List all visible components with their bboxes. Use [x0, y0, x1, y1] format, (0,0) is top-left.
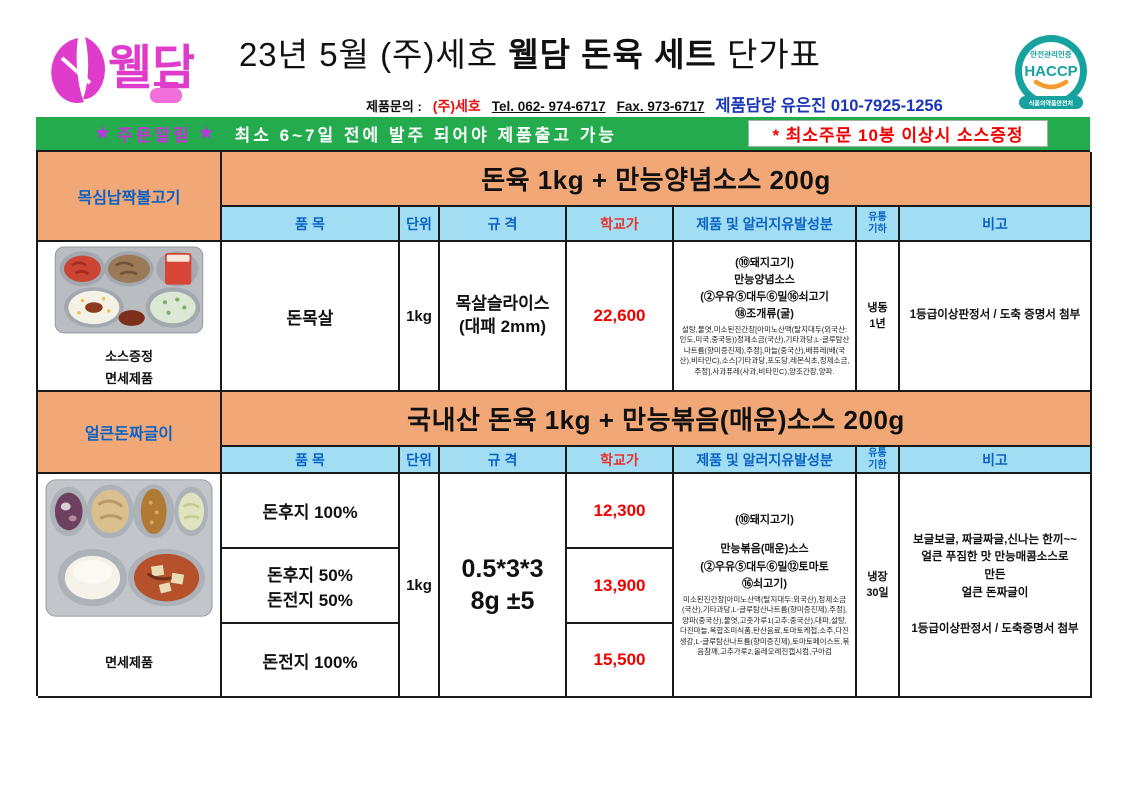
section2-school-price: 13,900: [567, 549, 674, 624]
section2-set-title: 국내산 돈육 1kg + 만능볶음(매운)소스 200g: [222, 392, 1092, 447]
col-header-unit: 단위: [400, 207, 440, 242]
col-header-shelf-life: 유통 기하: [857, 207, 900, 242]
page-title: 23년 5월 (주)세호 웰담 돈육 세트 단가표: [185, 28, 875, 76]
title-suffix: 단가표: [716, 36, 822, 73]
svg-text:웰담: 웰담: [108, 42, 194, 95]
star-icon: ★: [197, 123, 215, 144]
section2-school-price: 15,500: [567, 624, 674, 698]
contact-fax: Fax. 973-6717: [616, 99, 705, 114]
allergen-line: ⑱조개류(굴): [735, 307, 794, 320]
col-header-unit: 단위: [400, 447, 440, 474]
haccp-icon: 안전관리인증 HACCP 식품의약품안전처: [1015, 35, 1087, 109]
weldam-logo-icon: 웰담: [51, 37, 196, 103]
title-bold: 웰담 돈육 세트: [508, 36, 717, 73]
section1-set-title: 돈육 1kg + 만능양념소스 200g: [222, 152, 1092, 207]
section2-note: 보글보글, 짜글짜글,신나는 한끼~~ 얼큰 푸짐한 맛 만능매콤소스로 만든 …: [900, 474, 1092, 698]
svg-text:안전관리인증: 안전관리인증: [1030, 49, 1071, 59]
svg-text:HACCP: HACCP: [1024, 63, 1077, 80]
col-header-school-price: 학교가: [567, 447, 674, 474]
allergen-line: (⑩돼지고기): [735, 256, 794, 269]
contact-label: 제품문의 :: [366, 99, 422, 114]
section2-unit: 1kg: [400, 474, 440, 698]
svg-text:식품의약품안전처: 식품의약품안전처: [1029, 100, 1073, 108]
section1-allergen-cell: (⑩돼지고기) 만능양념소스 (②우유⑤대두⑥밀⑯쇠고기 ⑱조개류(굴) 설탕,…: [674, 242, 857, 392]
star-icon: ★: [94, 123, 112, 144]
title-prefix: 23년 5월 (주)세호: [238, 36, 509, 73]
col-header-note: 비고: [900, 207, 1092, 242]
allergen-line: 만능볶음(매운)소스: [720, 543, 809, 556]
col-header-allergen: 제품 및 알러지유발성분: [674, 207, 857, 242]
order-notice-label: 주문알림: [117, 126, 192, 145]
section2-spec: 0.5*3*3 8g ±5: [440, 474, 567, 698]
company-logo: 웰담: [42, 28, 196, 119]
col-header-shelf-life: 유통 기한: [857, 447, 900, 474]
section1-note: 1등급이상판정서 / 도축 증명서 첨부: [900, 242, 1092, 392]
allergen-line: ⑯쇠고기): [741, 577, 788, 590]
allergen-line: (②우유⑤대두⑥밀⑫토마토: [700, 560, 829, 573]
logo-badge: [150, 88, 182, 103]
allergen-line: (⑩돼지고기): [735, 514, 794, 527]
col-header-school-price: 학교가: [567, 207, 674, 242]
section1-item: 돈목살: [222, 242, 400, 392]
col-header-item: 품 목: [222, 447, 400, 474]
section2-item: 돈후지 100%: [222, 474, 400, 549]
lunch-tray-photo: [54, 246, 204, 334]
allergen-detail: 설탕,물엿,미소된진간장[아미노산액(탈지대두(외국산:인도,미국,중국등))정…: [679, 324, 850, 376]
haccp-badge: 안전관리인증 HACCP 식품의약품안전처: [1012, 34, 1090, 119]
section2-photo-caption: 면세제품: [105, 655, 153, 670]
contact-line: 제품문의 : (주)세호 Tel. 062- 974-6717 Fax. 973…: [366, 92, 943, 116]
lunch-tray-photo: [45, 479, 213, 617]
section1-photo-caption: 소스증정 면세제품: [105, 348, 153, 386]
section2-photo-cell: 면세제품: [38, 474, 222, 698]
contact-company: (주)세호: [432, 98, 481, 114]
order-notice-banner: ★ 주문알림 ★ 최소 6~7일 전에 발주 되어야 제품출고 가능 * 최소주…: [36, 117, 1090, 150]
section1-spec: 목살슬라이스 (대패 2mm): [440, 242, 567, 392]
section2-item: 돈후지 50% 돈전지 50%: [222, 549, 400, 624]
section2-item: 돈전지 100%: [222, 624, 400, 698]
col-header-spec: 규 격: [440, 207, 567, 242]
contact-tel: Tel. 062- 974-6717: [491, 99, 606, 114]
col-header-spec: 규 격: [440, 447, 567, 474]
section1-school-price: 22,600: [567, 242, 674, 392]
price-table: 목심납짝불고기 돈육 1kg + 만능양념소스 200g 품 목 단위 규 격 …: [36, 150, 1092, 698]
section1-photo-cell: 소스증정 면세제품: [38, 242, 222, 392]
section1-unit: 1kg: [400, 242, 440, 392]
allergen-detail: 미소된진간장[아미노산액(탈지대두:외국산),정제소금(국산),기타과당,L-글…: [679, 594, 850, 657]
allergen-line: 만능양념소스: [734, 273, 795, 286]
allergen-line: (②우유⑤대두⑥밀⑯쇠고기: [700, 290, 829, 303]
section2-label: 얼큰돈짜글이: [38, 392, 222, 474]
section2-shelf-life: 냉장 30일: [857, 474, 900, 698]
contact-manager: 제품담당 유은진 010-7925-1256: [715, 97, 943, 115]
col-header-note: 비고: [900, 447, 1092, 474]
section1-label: 목심납짝불고기: [38, 152, 222, 242]
section1-shelf-life: 냉동 1년: [857, 242, 900, 392]
section2-allergen-cell: (⑩돼지고기) 만능볶음(매운)소스 (②우유⑤대두⑥밀⑫토마토 ⑯쇠고기) 미…: [674, 474, 857, 698]
promo-box: * 최소주문 10봉 이상시 소스증정: [748, 120, 1048, 147]
section2-school-price: 12,300: [567, 474, 674, 549]
col-header-item: 품 목: [222, 207, 400, 242]
order-notice-message: 최소 6~7일 전에 발주 되어야 제품출고 가능: [234, 126, 618, 145]
col-header-allergen: 제품 및 알러지유발성분: [674, 447, 857, 474]
